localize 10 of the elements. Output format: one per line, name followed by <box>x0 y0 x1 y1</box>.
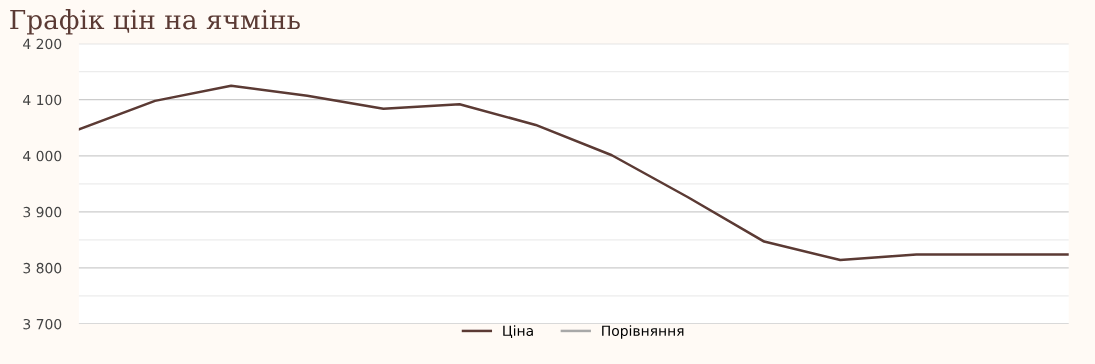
y-tick-label: 4 200 <box>23 38 62 50</box>
legend-label: Ціна <box>503 325 533 338</box>
y-tick-label: 3 800 <box>23 262 62 274</box>
y-tick-label: 3 900 <box>23 206 62 218</box>
legend-label: Порівняння <box>602 325 684 339</box>
line-series <box>78 84 1069 262</box>
y-tick-label: 3 700 <box>23 318 62 330</box>
chart-title: Графік цін на ячмінь <box>10 9 300 35</box>
y-tick-label: 4 100 <box>23 94 62 106</box>
y-tick-label: 4 000 <box>23 150 62 162</box>
